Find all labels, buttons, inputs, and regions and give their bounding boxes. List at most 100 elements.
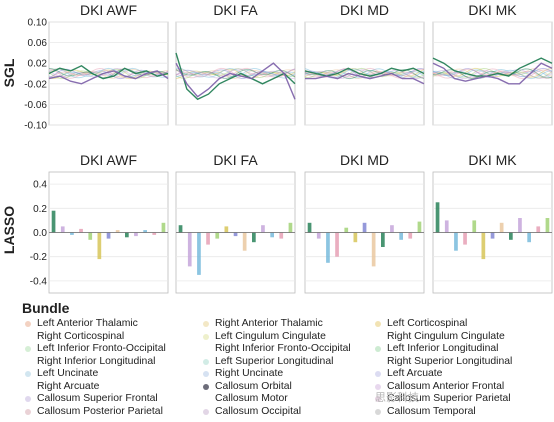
panel-title: DKI MK xyxy=(468,2,517,18)
legend-item: Right Inferior Longitudinal xyxy=(22,356,200,369)
coefficient-bar xyxy=(499,222,504,233)
series-line xyxy=(48,64,169,80)
panel-frame xyxy=(432,21,553,126)
legend-item: Left Corticospinal xyxy=(372,318,552,331)
series-line xyxy=(304,69,425,80)
coefficient-bar xyxy=(390,225,394,233)
coefficient-bar xyxy=(444,220,449,233)
coefficient-bar xyxy=(316,232,321,239)
legend-item: Left Anterior Thalamic xyxy=(22,318,200,331)
y-tick-label: 0.0 xyxy=(33,228,47,239)
legend-item: Callosum Occipital xyxy=(200,406,372,419)
coefficient-bar xyxy=(545,218,550,233)
legend-swatch xyxy=(375,408,381,415)
y-tick-label: -0.02 xyxy=(24,79,47,90)
legend-item: Left Cingulum Cingulate xyxy=(200,331,372,344)
legend-item: Left Uncinate xyxy=(22,368,200,381)
legend-label: Callosum Posterior Parietal xyxy=(37,405,163,417)
legend-item: Right Anterior Thalamic xyxy=(200,318,372,331)
legend-swatch xyxy=(25,358,31,365)
coefficient-bar xyxy=(233,232,238,237)
coefficient-bar xyxy=(353,232,358,243)
coefficient-bar xyxy=(371,232,376,267)
legend-label: Callosum Motor xyxy=(215,393,288,404)
coefficient-bar xyxy=(152,232,157,235)
series-line xyxy=(175,62,296,100)
legend-swatch xyxy=(375,383,381,390)
legend-item: Callosum Orbital xyxy=(200,381,372,394)
series-line xyxy=(304,67,425,79)
legend-swatch xyxy=(25,346,31,352)
legend-label: Left Superior Longitudinal xyxy=(215,355,334,367)
coefficient-bar xyxy=(536,226,541,233)
legend-swatch xyxy=(375,358,381,365)
legend-swatch xyxy=(25,371,31,377)
legend-item: Right Superior Longitudinal xyxy=(372,356,552,369)
coefficient-bar xyxy=(362,222,367,233)
series-line xyxy=(175,68,296,80)
legend-label: Callosum Anterior Frontal xyxy=(387,380,505,392)
legend-swatch xyxy=(203,371,209,377)
legend-label: Left Uncinate xyxy=(37,368,99,379)
series-line xyxy=(304,68,425,80)
row-axis-label: LASSO xyxy=(1,206,17,254)
panel-frame xyxy=(304,21,425,126)
series-line xyxy=(175,68,296,80)
legend-label: Right Cingulum Cingulate xyxy=(387,330,505,342)
panel-title: DKI MD xyxy=(340,152,389,168)
legend-item: Left Inferior Longitudinal xyxy=(372,343,552,356)
legend-swatch xyxy=(25,321,31,327)
panel-title: DKI MD xyxy=(340,2,389,18)
coefficient-bar xyxy=(509,232,513,240)
series-line xyxy=(304,67,425,79)
y-tick-label: 0.06 xyxy=(28,38,48,49)
coefficient-bar xyxy=(242,232,247,251)
coefficient-bar xyxy=(70,232,74,235)
y-tick-label: 0.2 xyxy=(33,204,47,215)
coefficient-bar xyxy=(106,232,111,239)
legend-swatch xyxy=(203,408,209,415)
y-tick-label: -0.4 xyxy=(30,276,48,287)
coefficient-bar xyxy=(261,225,265,233)
coefficient-bar xyxy=(125,232,129,238)
legend-label: Left Inferior Longitudinal xyxy=(387,343,499,354)
series-line xyxy=(432,67,553,79)
legend-item: Left Inferior Fronto-Occipital xyxy=(22,343,200,356)
panel-title: DKI AWF xyxy=(80,152,137,168)
coefficient-bar xyxy=(307,222,312,233)
series-line xyxy=(175,68,296,79)
legend-item: Callosum Anterior Frontal xyxy=(372,381,552,394)
coefficient-bar xyxy=(197,232,201,275)
series-line xyxy=(48,70,169,85)
panel-title: DKI AWF xyxy=(80,2,137,18)
legend-label: Right Anterior Thalamic xyxy=(215,318,323,329)
legend-item: Callosum Superior Frontal xyxy=(22,393,200,406)
coefficient-bar xyxy=(435,202,440,233)
series-line xyxy=(432,67,553,79)
legend-swatch xyxy=(375,346,381,352)
legend-label: Callosum Occipital xyxy=(215,405,302,417)
coefficient-bar xyxy=(490,232,495,239)
coefficient-bar xyxy=(206,232,210,245)
legend-label: Right Corticospinal xyxy=(37,330,125,342)
legend-swatch xyxy=(203,346,209,352)
series-line xyxy=(175,68,296,79)
coefficient-bar xyxy=(97,232,102,260)
legend-swatch xyxy=(203,333,209,340)
coefficient-bar xyxy=(399,232,403,240)
legend-swatch xyxy=(375,321,381,327)
legend-label: Right Arcuate xyxy=(37,380,100,392)
row-axis-label: SGL xyxy=(1,58,17,87)
y-tick-label: -0.10 xyxy=(24,121,47,132)
legend-title: Bundle xyxy=(22,300,70,316)
coefficient-bar xyxy=(224,226,229,233)
legend-swatch xyxy=(25,408,31,415)
legend-label: Callosum Superior Parietal xyxy=(387,393,511,404)
coefficient-bar xyxy=(481,232,486,260)
legend-label: Callosum Orbital xyxy=(215,380,292,392)
series-line xyxy=(175,67,296,79)
series-line xyxy=(175,67,296,79)
legend-item: Callosum Posterior Parietal xyxy=(22,406,200,419)
y-tick-label: 0.10 xyxy=(28,18,48,29)
coefficient-bar xyxy=(161,222,166,233)
